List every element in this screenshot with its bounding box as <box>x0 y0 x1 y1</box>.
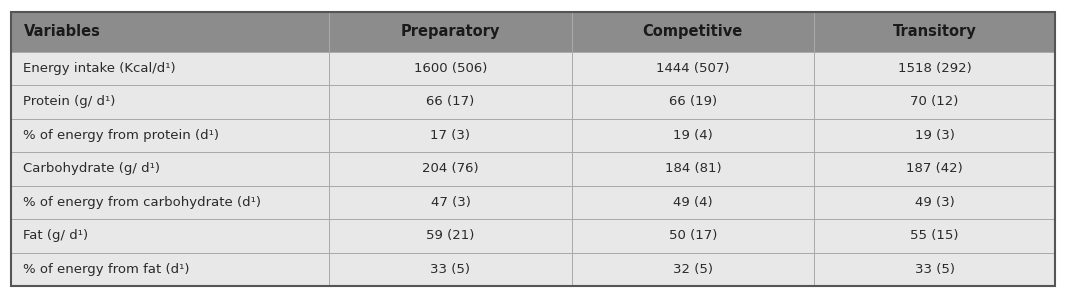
Bar <box>11 119 329 152</box>
Bar <box>571 219 814 253</box>
Bar <box>11 12 329 52</box>
Text: 55 (15): 55 (15) <box>910 229 959 242</box>
Text: Fat (g/ d¹): Fat (g/ d¹) <box>23 229 88 242</box>
Text: 204 (76): 204 (76) <box>422 162 479 176</box>
Bar <box>11 85 329 119</box>
Text: 49 (4): 49 (4) <box>673 196 713 209</box>
Text: % of energy from protein (d¹): % of energy from protein (d¹) <box>23 129 220 142</box>
Bar <box>329 186 571 219</box>
Bar <box>571 152 814 186</box>
Text: 17 (3): 17 (3) <box>431 129 470 142</box>
Bar <box>814 52 1055 85</box>
Text: 49 (3): 49 (3) <box>915 196 954 209</box>
Bar <box>571 253 814 286</box>
Bar <box>329 52 571 85</box>
Bar <box>571 119 814 152</box>
Text: 70 (12): 70 (12) <box>910 95 958 108</box>
Text: Energy intake (Kcal/d¹): Energy intake (Kcal/d¹) <box>23 62 176 75</box>
Text: 33 (5): 33 (5) <box>915 263 955 276</box>
Text: 66 (19): 66 (19) <box>668 95 717 108</box>
Bar <box>11 253 329 286</box>
Text: 32 (5): 32 (5) <box>673 263 713 276</box>
Text: 19 (4): 19 (4) <box>673 129 713 142</box>
Text: Transitory: Transitory <box>893 24 976 39</box>
Bar <box>814 219 1055 253</box>
Bar <box>11 52 329 85</box>
Text: 66 (17): 66 (17) <box>426 95 474 108</box>
Bar <box>329 12 571 52</box>
Bar <box>814 119 1055 152</box>
Bar <box>329 152 571 186</box>
Text: 47 (3): 47 (3) <box>431 196 470 209</box>
Bar <box>571 85 814 119</box>
Bar <box>329 253 571 286</box>
Bar <box>11 219 329 253</box>
Text: 59 (21): 59 (21) <box>426 229 474 242</box>
Text: 1518 (292): 1518 (292) <box>898 62 971 75</box>
Text: % of energy from carbohydrate (d¹): % of energy from carbohydrate (d¹) <box>23 196 261 209</box>
Bar <box>329 85 571 119</box>
Bar <box>814 253 1055 286</box>
Bar <box>329 119 571 152</box>
Text: 187 (42): 187 (42) <box>906 162 963 176</box>
Text: 50 (17): 50 (17) <box>668 229 717 242</box>
Text: 1600 (506): 1600 (506) <box>414 62 487 75</box>
Bar <box>814 152 1055 186</box>
Text: % of energy from fat (d¹): % of energy from fat (d¹) <box>23 263 190 276</box>
Bar <box>571 186 814 219</box>
Text: Variables: Variables <box>23 24 100 39</box>
Bar <box>571 12 814 52</box>
Text: Competitive: Competitive <box>643 24 743 39</box>
Text: Carbohydrate (g/ d¹): Carbohydrate (g/ d¹) <box>23 162 161 176</box>
Text: 33 (5): 33 (5) <box>431 263 470 276</box>
Bar <box>11 152 329 186</box>
Bar <box>814 85 1055 119</box>
Bar <box>329 219 571 253</box>
Bar <box>571 52 814 85</box>
Text: 19 (3): 19 (3) <box>915 129 955 142</box>
Bar <box>814 186 1055 219</box>
Text: 184 (81): 184 (81) <box>664 162 721 176</box>
Text: Protein (g/ d¹): Protein (g/ d¹) <box>23 95 116 108</box>
Bar <box>11 186 329 219</box>
Text: Preparatory: Preparatory <box>401 24 500 39</box>
Text: 1444 (507): 1444 (507) <box>656 62 729 75</box>
Bar <box>814 12 1055 52</box>
